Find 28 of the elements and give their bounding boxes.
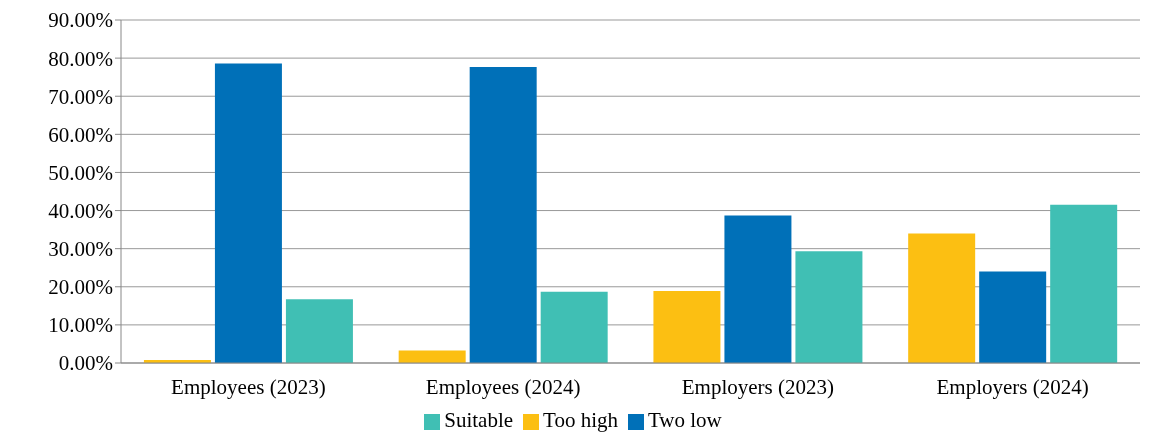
y-tick-label: 20.00%: [48, 275, 113, 300]
bar: [540, 291, 608, 363]
y-tick-label: 90.00%: [48, 8, 113, 33]
x-tick-label: Employees (2023): [171, 374, 326, 399]
y-tick-label: 70.00%: [48, 84, 113, 109]
y-tick-label: 40.00%: [48, 199, 113, 224]
y-tick-label: 30.00%: [48, 237, 113, 262]
bar: [908, 233, 976, 363]
x-tick-label: Employees (2024): [425, 374, 581, 399]
y-tick-label: 50.00%: [48, 160, 113, 185]
bar: [795, 251, 863, 363]
y-tick-label: 0.00%: [58, 351, 113, 376]
bar: [724, 215, 792, 363]
x-tick-label: Employers (2024): [936, 374, 1089, 399]
y-tick-label: 80.00%: [48, 46, 113, 71]
bar: [214, 63, 282, 363]
y-tick-label: 10.00%: [48, 313, 113, 338]
bar: [285, 299, 353, 363]
bar: [469, 66, 537, 363]
y-tick-label: 60.00%: [48, 122, 113, 147]
legend-label: Too high: [543, 408, 618, 432]
bar: [1050, 204, 1118, 363]
legend-label: Suitable: [444, 408, 514, 432]
bar: [979, 271, 1047, 363]
x-tick-label: Employers (2023): [681, 374, 834, 399]
legend-label: Two low: [648, 408, 722, 432]
bar: [398, 350, 466, 363]
bar: [653, 290, 721, 363]
